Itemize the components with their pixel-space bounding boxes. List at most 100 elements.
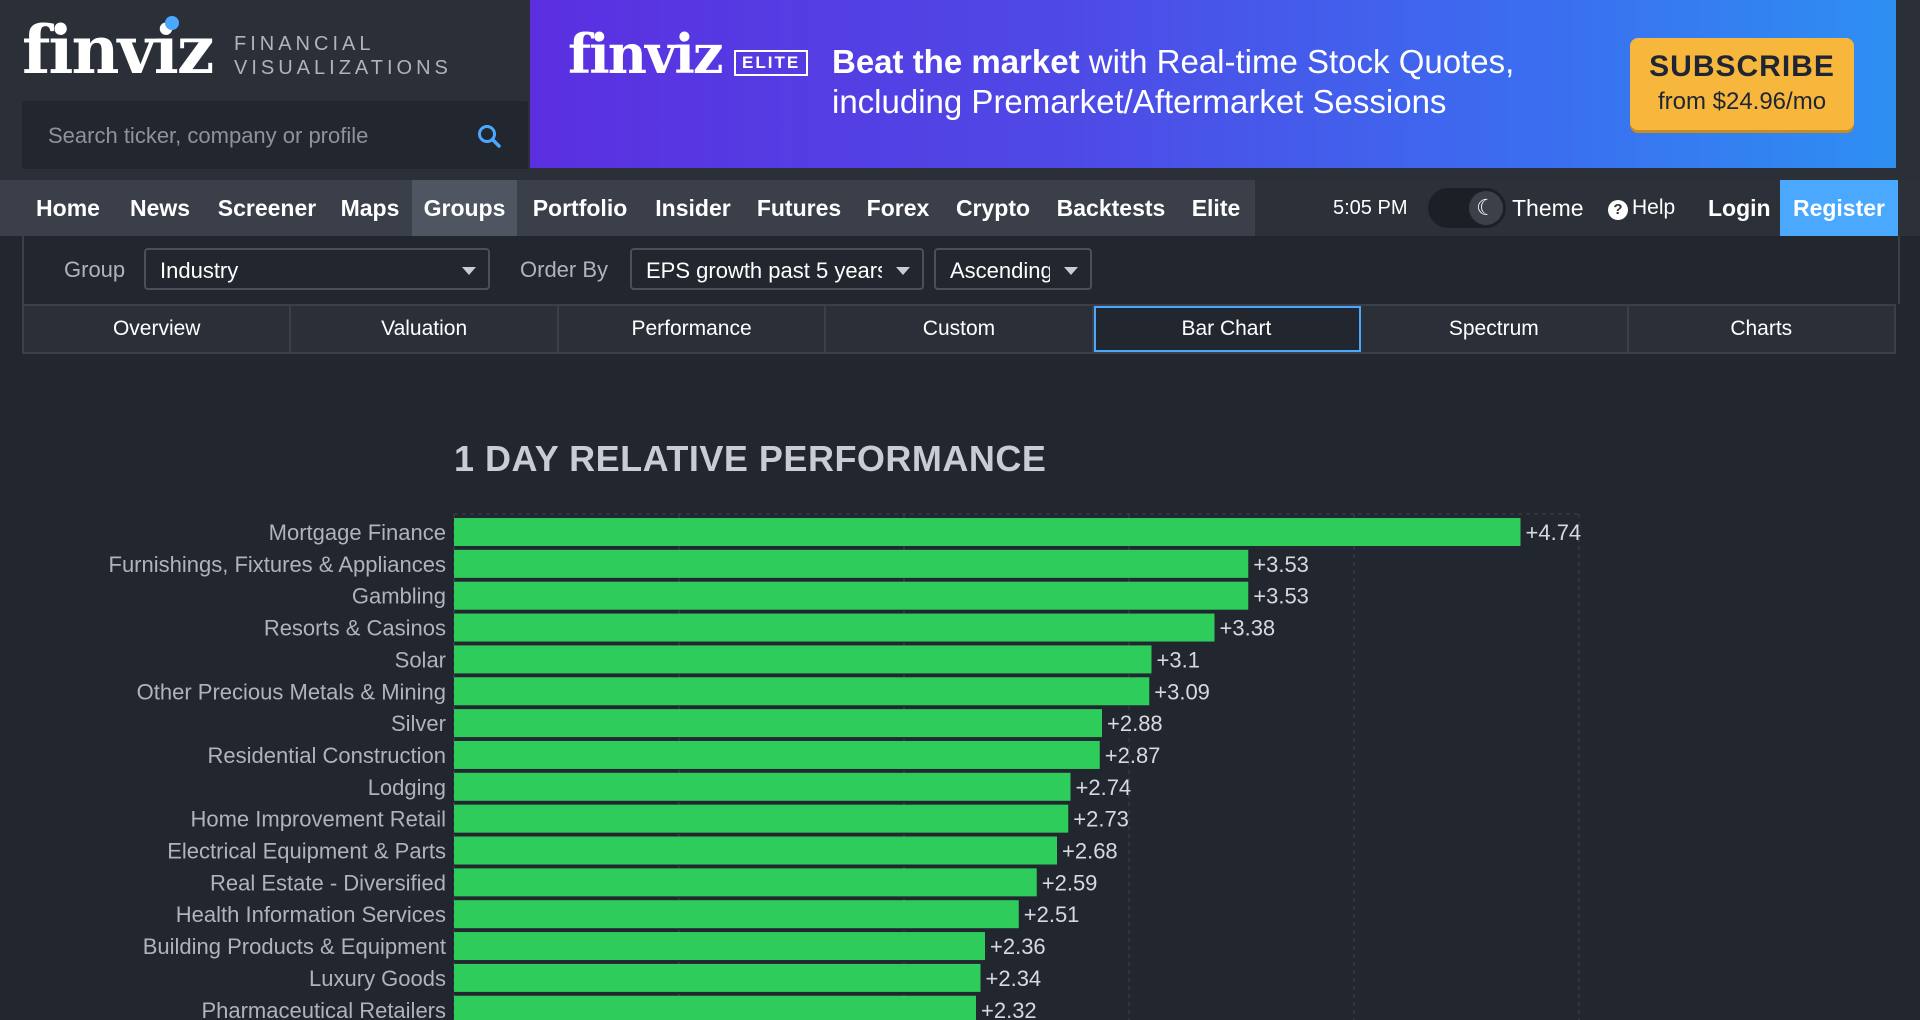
- elite-badge: ELITE: [734, 50, 809, 76]
- chevron-down-icon: [462, 267, 476, 275]
- category-label: Mortgage Finance: [269, 520, 446, 545]
- value-label: +3.53: [1253, 552, 1309, 577]
- order-direction-select[interactable]: Ascending: [934, 248, 1092, 290]
- nav-crypto[interactable]: Crypto: [955, 195, 1031, 221]
- order-by-select-value: EPS growth past 5 years: [646, 258, 882, 283]
- order-by-select[interactable]: EPS growth past 5 years: [630, 248, 924, 290]
- category-label: Health Information Services: [176, 902, 446, 927]
- value-label: +2.87: [1105, 743, 1161, 768]
- banner-headline-rest: with Real-time Stock Quotes,: [1079, 43, 1515, 80]
- theme-toggle[interactable]: ☾: [1428, 188, 1506, 228]
- category-label: Real Estate - Diversified: [210, 870, 446, 895]
- search-icon[interactable]: [476, 123, 502, 149]
- tab-charts[interactable]: Charts: [1730, 317, 1793, 340]
- tab-overview[interactable]: Overview: [24, 306, 292, 352]
- order-direction-value: Ascending: [950, 258, 1050, 283]
- help-link[interactable]: ? Help: [1608, 180, 1675, 236]
- banner-headline: Beat the market with Real-time Stock Quo…: [832, 42, 1612, 122]
- value-label: +3.09: [1154, 679, 1210, 704]
- nav-insider[interactable]: Insider: [655, 195, 731, 221]
- category-label: Silver: [391, 711, 446, 736]
- category-label: Furnishings, Fixtures & Appliances: [109, 552, 447, 577]
- value-label: +3.38: [1220, 616, 1276, 641]
- tab-performance[interactable]: Performance: [559, 306, 827, 352]
- bar: [454, 932, 985, 961]
- value-label: +2.51: [1024, 902, 1080, 927]
- subscribe-button[interactable]: SUBSCRIBE from $24.96/mo: [1630, 38, 1854, 130]
- value-label: +2.73: [1073, 807, 1129, 832]
- category-label: Solar: [395, 647, 446, 672]
- bar: [454, 868, 1037, 897]
- nav-screener[interactable]: Screener: [217, 195, 317, 221]
- nav-news[interactable]: News: [129, 195, 191, 221]
- banner-headline-bold: Beat the market: [832, 43, 1080, 80]
- bar: [454, 581, 1249, 610]
- tab-valuation[interactable]: Valuation: [291, 306, 559, 352]
- tab-custom[interactable]: Custom: [826, 306, 1094, 352]
- search-box: [22, 101, 528, 171]
- value-label: +2.68: [1062, 839, 1118, 864]
- subscribe-price: from $24.96/mo: [1657, 88, 1827, 115]
- nav-groups[interactable]: Groups: [412, 180, 517, 236]
- bar: [454, 995, 976, 1020]
- value-label: +2.74: [1076, 775, 1132, 800]
- banner-logo: finviz: [568, 22, 724, 86]
- group-select[interactable]: Industry: [144, 248, 490, 290]
- bar: [454, 613, 1215, 642]
- nav-forex[interactable]: Forex: [866, 195, 930, 221]
- value-label: +3.53: [1253, 584, 1309, 609]
- nav-elite[interactable]: Elite: [1191, 195, 1241, 221]
- nav-backtests[interactable]: Backtests: [1056, 195, 1166, 221]
- category-label: Electrical Equipment & Parts: [167, 839, 446, 864]
- category-label: Building Products & Equipment: [143, 934, 446, 959]
- logo-tagline: FINANCIAL VISUALIZATIONS: [234, 33, 452, 79]
- elite-promo-banner[interactable]: finviz ELITE Beat the market with Real-t…: [530, 0, 1896, 168]
- banner-headline-line2: including Premarket/Aftermarket Sessions: [832, 83, 1447, 120]
- logo-dot-icon: [165, 16, 179, 30]
- category-label: Residential Construction: [208, 743, 446, 768]
- view-tabs: Overview Valuation Performance Custom Ba…: [22, 304, 1896, 354]
- group-select-value: Industry: [160, 258, 239, 283]
- chevron-down-icon: [896, 267, 910, 275]
- chart-title: 1 DAY RELATIVE PERFORMANCE: [454, 438, 1047, 479]
- value-label: +4.74: [1526, 520, 1582, 545]
- nav-home[interactable]: Home: [36, 195, 100, 221]
- bar: [454, 740, 1100, 769]
- category-label: Gambling: [352, 584, 446, 609]
- value-label: +3.1: [1157, 647, 1200, 672]
- help-icon: ?: [1608, 200, 1628, 220]
- category-label: Luxury Goods: [309, 966, 446, 991]
- bar: [454, 772, 1071, 801]
- value-label: +2.34: [986, 966, 1042, 991]
- value-label: +2.59: [1042, 870, 1098, 895]
- main-nav: Home News Screener Maps Groups Portfolio…: [0, 180, 1920, 236]
- value-label: +2.36: [990, 934, 1046, 959]
- nav-futures[interactable]: Futures: [756, 195, 842, 221]
- bar: [454, 963, 981, 992]
- login-link[interactable]: Login: [1708, 195, 1771, 221]
- group-controls: Group Industry Order By EPS growth past …: [22, 236, 1900, 304]
- bar: [454, 677, 1150, 706]
- search-input[interactable]: [22, 101, 490, 171]
- nav-maps[interactable]: Maps: [340, 195, 400, 221]
- bar: [454, 518, 1521, 546]
- category-label: Home Improvement Retail: [190, 807, 446, 832]
- bar: [454, 900, 1019, 929]
- value-label: +2.32: [981, 998, 1037, 1020]
- moon-icon: ☾: [1469, 191, 1503, 225]
- register-button[interactable]: Register: [1780, 180, 1898, 236]
- finviz-logo[interactable]: finviz FINANCIAL VISUALIZATIONS: [22, 11, 522, 102]
- category-label: Other Precious Metals & Mining: [137, 679, 446, 704]
- chevron-down-icon: [1064, 267, 1078, 275]
- tab-spectrum[interactable]: Spectrum: [1361, 306, 1629, 352]
- help-label: Help: [1632, 196, 1676, 219]
- market-clock: 5:05 PM: [1333, 197, 1408, 219]
- bar: [454, 645, 1152, 674]
- nav-portfolio[interactable]: Portfolio: [532, 195, 628, 221]
- subscribe-title: SUBSCRIBE: [1649, 50, 1835, 83]
- tab-bar-chart[interactable]: Bar Chart: [1093, 306, 1362, 352]
- bar: [454, 549, 1249, 578]
- theme-label[interactable]: Theme: [1512, 195, 1584, 221]
- category-label: Lodging: [368, 775, 446, 800]
